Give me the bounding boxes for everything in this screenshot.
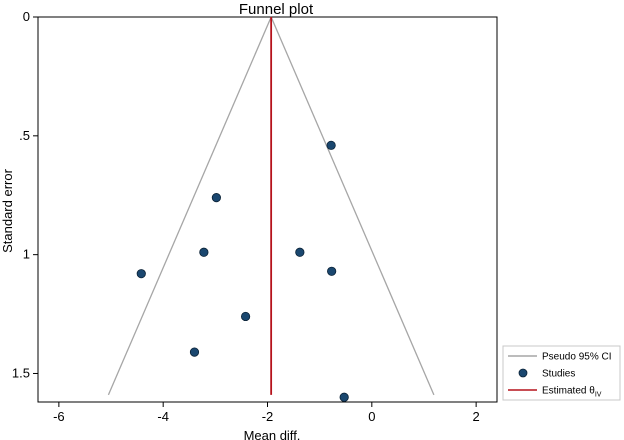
study-point <box>240 311 251 322</box>
y-tick-label: 1.5 <box>12 365 30 380</box>
study-point <box>136 269 146 279</box>
study-point <box>326 140 336 150</box>
y-tick-label: 0 <box>23 9 30 24</box>
study-point <box>327 266 337 276</box>
legend-swatch-marker <box>518 368 528 378</box>
legend-label: Studies <box>542 369 575 380</box>
legend-label: Pseudo 95% CI <box>542 352 612 363</box>
legend-label: Estimated θIV <box>542 386 602 399</box>
chart-title: Funnel plot <box>239 1 314 18</box>
study-point <box>339 392 349 402</box>
study-point <box>211 193 221 203</box>
legend: Pseudo 95% CI Studies Estimated θIV <box>502 345 621 401</box>
y-axis-title: Standard error <box>0 168 15 252</box>
study-point <box>199 247 209 257</box>
x-tick-label: -6 <box>53 409 65 424</box>
legend-label-subscript: IV <box>595 392 602 399</box>
study-point <box>295 247 305 257</box>
funnel-right-line <box>270 16 435 396</box>
plot-area: -6 -4 -2 0 2 0 .5 1 1.5 <box>12 9 498 424</box>
y-tick-label: 1 <box>23 247 30 262</box>
x-axis-title: Mean diff. <box>244 428 301 440</box>
x-tick-label: -4 <box>157 409 169 424</box>
x-tick-label: 2 <box>473 409 480 424</box>
y-tick-label: .5 <box>19 128 30 143</box>
funnel-left-line <box>107 16 272 396</box>
x-tick-label: -2 <box>262 409 274 424</box>
study-point <box>189 347 200 357</box>
x-tick-label: 0 <box>368 409 375 424</box>
